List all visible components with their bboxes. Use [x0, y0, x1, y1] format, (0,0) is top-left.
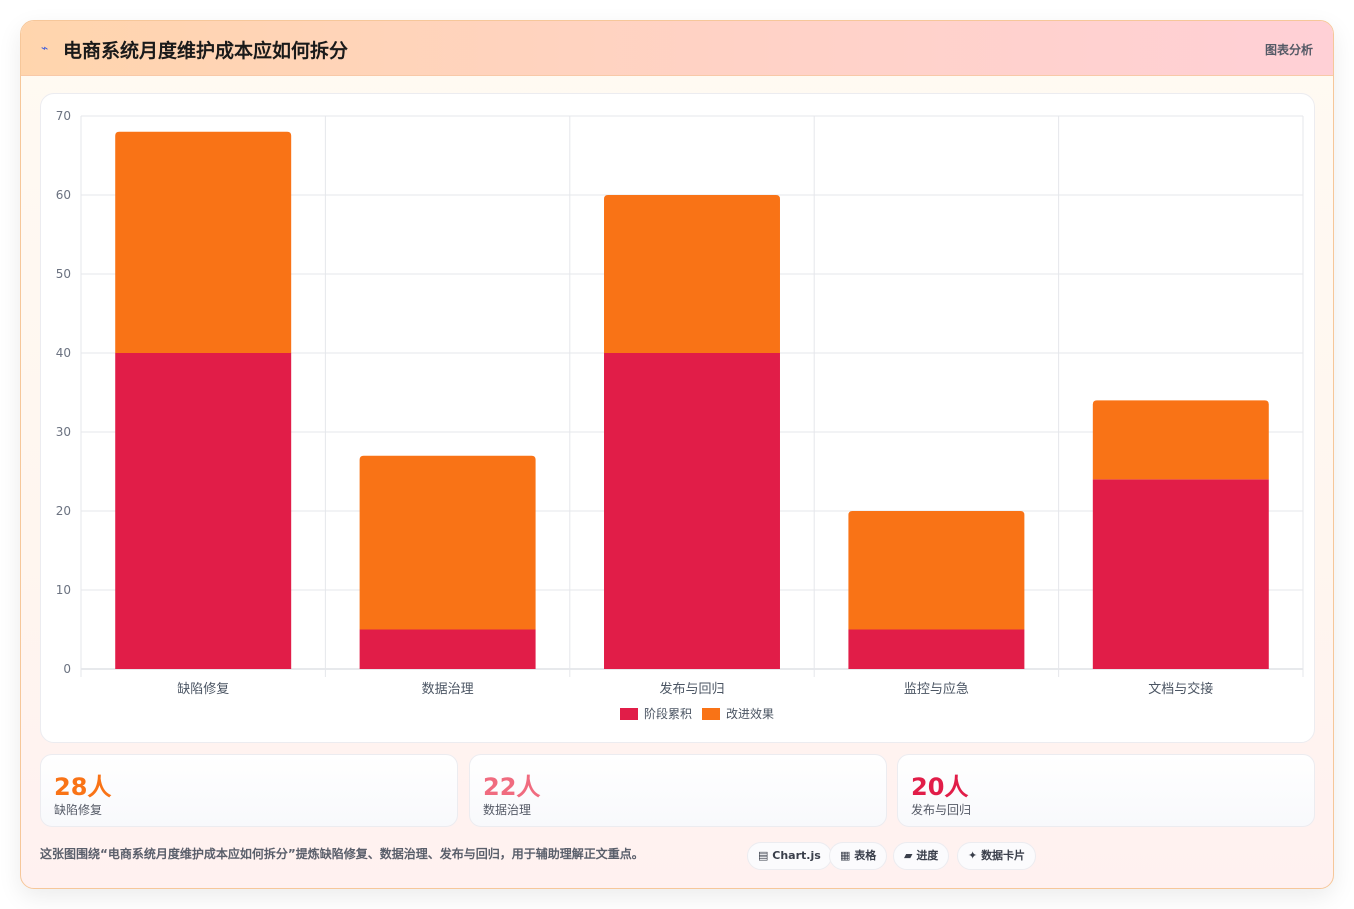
stat-value: 28人 [54, 773, 112, 801]
bar-segment [848, 511, 1025, 630]
stat-card-defect-fix: 28人 缺陷修复 [40, 754, 458, 827]
chart-panel: 0 10 20 30 40 50 60 70 缺陷修复 数据治理 发布与回归 监控与应急 文档与交接阶段… [40, 93, 1315, 743]
tag-label: 表格 [854, 849, 877, 862]
bar-segment [1092, 400, 1269, 480]
bar-segment [1092, 479, 1269, 669]
bar-segment [359, 455, 536, 630]
legend-swatch [620, 708, 638, 720]
x-tick-label: 文档与交接 [1148, 681, 1213, 697]
tag-label: 数据卡片 [981, 849, 1026, 862]
y-tick-label: 50 [56, 267, 71, 281]
bar-segment [848, 629, 1025, 669]
card-title: 电商系统月度维护成本应如何拆分 [63, 40, 349, 62]
y-tick-label: 30 [56, 425, 71, 439]
legend-label: 改进效果 [726, 706, 774, 721]
y-tick-label: 40 [56, 346, 71, 360]
card-header: ⌁ 电商系统月度维护成本应如何拆分 图表分析 [21, 21, 1333, 76]
tag-table[interactable]: ▦ 表格 [829, 842, 888, 870]
bar-segment [115, 131, 292, 353]
tag-label: Chart.js [772, 849, 821, 862]
bar-segment [604, 353, 780, 669]
stat-value: 20人 [911, 773, 969, 801]
x-tick-label: 发布与回归 [659, 681, 724, 697]
chart-icon: ▤ [758, 849, 769, 862]
chart-analysis-link[interactable]: 图表分析 [1264, 43, 1313, 57]
tag-progress[interactable]: ▰ 进度 [893, 842, 950, 870]
y-tick-label: 10 [56, 583, 71, 597]
table-icon: ▦ [840, 849, 851, 862]
y-tick-label: 70 [56, 109, 71, 123]
tag-data-cards[interactable]: ✦ 数据卡片 [957, 842, 1037, 870]
stat-card-data-governance: 22人 数据治理 [469, 754, 887, 827]
stat-card-release-regression: 20人 发布与回归 [897, 754, 1315, 827]
bar-segment [115, 353, 292, 669]
chart-card: ⌁ 电商系统月度维护成本应如何拆分 图表分析 0 10 20 30 40 50 60 70 缺陷… [20, 20, 1334, 889]
stat-label: 发布与回归 [911, 803, 972, 817]
tag-label: 进度 [916, 849, 939, 862]
stat-value: 22人 [483, 773, 541, 801]
summary-text: 这张图围绕“电商系统月度维护成本应如何拆分”提炼缺陷修复、数据治理、发布与回归，… [40, 847, 644, 861]
x-tick-label: 数据治理 [422, 682, 474, 697]
x-tick-label: 缺陷修复 [177, 682, 229, 697]
y-tick-label: 0 [63, 662, 71, 676]
progress-icon: ▰ [904, 849, 913, 862]
stat-label: 数据治理 [483, 803, 532, 817]
bar-segment [604, 195, 780, 353]
stat-label: 缺陷修复 [54, 803, 103, 817]
legend-swatch [702, 708, 720, 720]
y-tick-label: 20 [56, 504, 71, 518]
legend-label: 阶段累积 [644, 706, 692, 721]
stacked-bar-chart: 0 10 20 30 40 50 60 70 缺陷修复 数据治理 发布与回归 监控与应急 文档与交接阶段… [56, 109, 1304, 721]
x-tick-label: 监控与应急 [904, 681, 969, 697]
sparkle-icon: ✦ [968, 849, 978, 862]
bar-segment [359, 629, 536, 669]
y-tick-label: 60 [56, 188, 71, 202]
chart-line-icon: ⌁ [41, 41, 49, 55]
tag-chartjs[interactable]: ▤ Chart.js [747, 842, 832, 870]
